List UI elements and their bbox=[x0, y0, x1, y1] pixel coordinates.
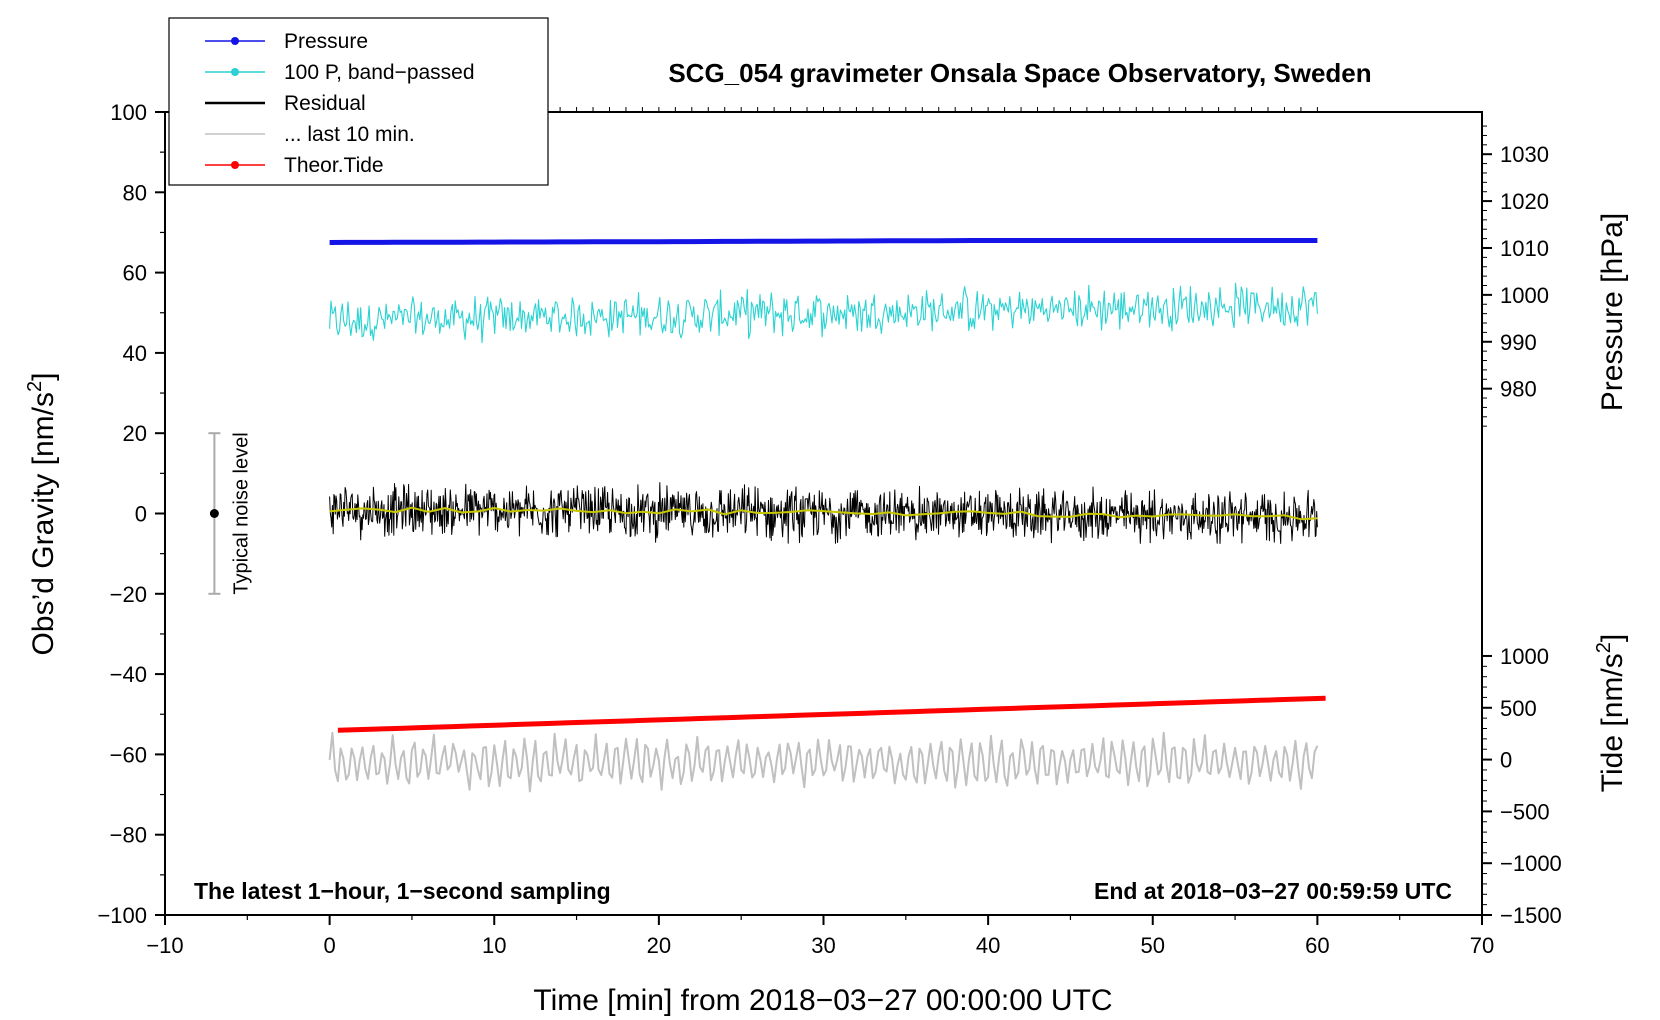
legend-label: Pressure bbox=[284, 30, 368, 53]
legend-marker bbox=[231, 37, 239, 45]
series--last-10-min- bbox=[328, 731, 1319, 793]
tide-tick-label: 0 bbox=[1500, 748, 1512, 773]
series-100-p-band-passed bbox=[329, 282, 1318, 344]
legend-label: Theor.Tide bbox=[284, 154, 384, 177]
y-tick-label: −80 bbox=[110, 823, 147, 848]
legend-label: 100 P, band−passed bbox=[284, 61, 475, 84]
legend: Pressure 100 P, band−passed Residual ... la… bbox=[168, 17, 549, 186]
series-residual bbox=[329, 482, 1318, 544]
x-tick-label: 0 bbox=[324, 933, 336, 958]
y-axis-label-text: Obs’d Gravity [nm/s bbox=[27, 392, 60, 655]
series-layer bbox=[328, 238, 1326, 793]
tide-axis-label: Tide [nm/s2] bbox=[1593, 634, 1629, 792]
x-tick-label: 40 bbox=[976, 933, 1000, 958]
legend-label: Residual bbox=[284, 92, 366, 115]
annotation-end-time: End at 2018−03−27 00:59:59 UTC bbox=[1094, 878, 1452, 904]
pressure-tick-label: 1020 bbox=[1500, 189, 1549, 214]
x-tick-label: 50 bbox=[1141, 933, 1165, 958]
y-tick-label: 100 bbox=[110, 100, 147, 125]
y-tick-label: −100 bbox=[97, 903, 147, 928]
series-pressure bbox=[329, 238, 1318, 245]
legend-box bbox=[168, 17, 549, 186]
y-tick-label: 60 bbox=[123, 261, 147, 286]
y-axis-label-sup: 2 bbox=[24, 381, 46, 392]
x-tick-label: −10 bbox=[146, 933, 183, 958]
y-tick-label: −40 bbox=[110, 662, 147, 687]
pressure-tick-label: 990 bbox=[1500, 330, 1537, 355]
chart-title: SCG_054 gravimeter Onsala Space Observat… bbox=[668, 58, 1371, 88]
y-axis-label-end: ] bbox=[27, 373, 60, 381]
tide-tick-label: −1500 bbox=[1500, 903, 1562, 928]
tide-axis-label-sup: 2 bbox=[1593, 642, 1615, 653]
y-tick-label: 80 bbox=[123, 180, 147, 205]
noise-bar-label: Typical noise level bbox=[230, 432, 252, 594]
y-tick-label: 40 bbox=[123, 341, 147, 366]
annotation-sampling: The latest 1−hour, 1−second sampling bbox=[194, 878, 611, 904]
pressure-tick-label: 980 bbox=[1500, 377, 1537, 402]
tide-tick-label: −500 bbox=[1500, 799, 1550, 824]
x-axis-ticks: −10 0 10 20 30 40 50 60 70 bbox=[146, 107, 1494, 958]
tide-axis-label-end: ] bbox=[1596, 634, 1629, 642]
pressure-tick-label: 1030 bbox=[1500, 142, 1549, 167]
y-axis-label: Obs’d Gravity [nm/s2] bbox=[24, 373, 60, 656]
tide-axis-ticks: −1500 −1000 −500 0 500 1000 bbox=[1482, 644, 1562, 928]
noise-level-bar: Typical noise level bbox=[208, 432, 252, 595]
legend-marker bbox=[231, 68, 239, 76]
tide-tick-label: 500 bbox=[1500, 696, 1537, 721]
pressure-tick-label: 1010 bbox=[1500, 236, 1549, 261]
x-tick-label: 10 bbox=[482, 933, 506, 958]
y-tick-label: −60 bbox=[110, 742, 147, 767]
x-tick-label: 30 bbox=[811, 933, 835, 958]
x-tick-label: 60 bbox=[1305, 933, 1329, 958]
x-tick-label: 70 bbox=[1470, 933, 1494, 958]
x-axis-label: Time [min] from 2018−03−27 00:00:00 UTC bbox=[533, 984, 1112, 1017]
pressure-tick-label: 1000 bbox=[1500, 283, 1549, 308]
pressure-axis-ticks: 980 990 1000 1010 1020 1030 bbox=[1482, 125, 1549, 427]
tide-tick-label: 1000 bbox=[1500, 644, 1549, 669]
legend-marker bbox=[231, 161, 239, 169]
y-tick-label: −20 bbox=[110, 582, 147, 607]
tide-tick-label: −1000 bbox=[1500, 851, 1562, 876]
y-tick-label: 0 bbox=[135, 502, 147, 527]
y-tick-label: 20 bbox=[123, 421, 147, 446]
series-residual-smoothed bbox=[329, 506, 1318, 521]
pressure-axis-label: Pressure [hPa] bbox=[1596, 213, 1629, 411]
y-axis-ticks: −100 −80 −60 −40 −20 0 20 40 60 80 100 bbox=[97, 100, 165, 928]
tide-axis-label-text: Tide [nm/s bbox=[1596, 653, 1629, 792]
noise-bar-center bbox=[209, 509, 219, 518]
x-tick-label: 20 bbox=[647, 933, 671, 958]
series-theor-tide bbox=[337, 695, 1326, 733]
legend-label: ... last 10 min. bbox=[284, 123, 415, 146]
